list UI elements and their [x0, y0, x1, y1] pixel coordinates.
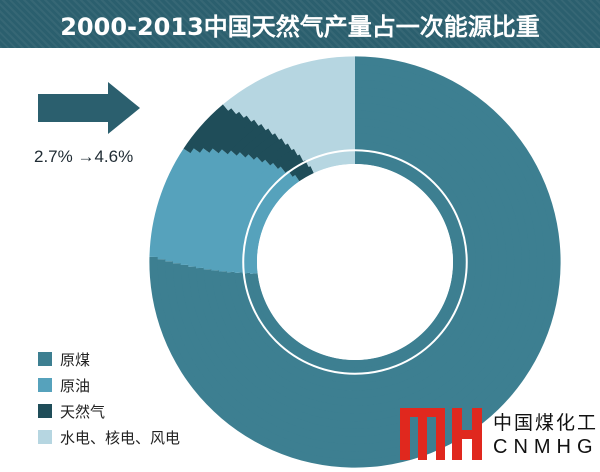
- donut-segment: [195, 151, 246, 269]
- legend-label: 原油: [60, 376, 91, 395]
- donut-segment: [268, 102, 355, 135]
- cnmhg-logo-icon: [400, 408, 482, 460]
- donut-segment: [210, 156, 263, 271]
- donut-segment: [248, 132, 280, 160]
- legend-swatch: [38, 404, 52, 418]
- donut-segment: [193, 107, 237, 153]
- donut-segment: [239, 128, 273, 158]
- donut-chart: [149, 56, 561, 468]
- donut-segment: [310, 155, 355, 174]
- legend-item: 原油: [38, 372, 180, 398]
- legend-item: 天然气: [38, 398, 180, 424]
- donut-segment: [183, 104, 229, 154]
- donut-segment: [264, 142, 292, 166]
- donut-segment: [261, 94, 355, 131]
- legend-swatch: [38, 352, 52, 366]
- donut-hole: [257, 164, 453, 360]
- donut-segment: [253, 86, 355, 126]
- arrow-right-icon: [38, 82, 140, 134]
- donut-segment: [272, 148, 298, 169]
- donut-segment: [294, 165, 314, 182]
- logo-text-en: CNMHG: [493, 436, 599, 458]
- donut-segment: [256, 137, 286, 163]
- chart-title: 2000-2013中国天然气产量占一次能源比重: [60, 12, 540, 41]
- growth-annotation: 2.7% →4.6%: [34, 147, 134, 166]
- donut-segment: [179, 148, 228, 266]
- donut-segment: [305, 148, 355, 168]
- donut-segment: [299, 140, 355, 162]
- donut-segment: [218, 159, 271, 272]
- donut-segment: [202, 111, 244, 153]
- donut-segment: [157, 147, 200, 260]
- donut-segment: [149, 148, 191, 258]
- donut-segment: [281, 117, 355, 145]
- donut-segment: [287, 125, 355, 151]
- legend-item: 水电、核电、风电: [38, 424, 180, 450]
- logo-text-cn: 中国煤化工: [493, 412, 599, 434]
- year-divider-ring: [242, 149, 468, 375]
- title-bar: 2000-2013中国天然气产量占一次能源比重: [0, 0, 600, 48]
- legend: 原煤 原油 天然气 水电、核电、风电: [38, 346, 180, 450]
- donut-segment: [221, 119, 259, 155]
- donut-segment: [222, 56, 355, 111]
- donut-segment: [274, 109, 355, 140]
- donut-segment: [248, 174, 300, 274]
- donut-segment: [187, 150, 237, 267]
- legend-swatch: [38, 378, 52, 392]
- donut-segment: [212, 115, 252, 154]
- donut-segment: [280, 153, 304, 173]
- donut-segment: [230, 123, 266, 156]
- legend-item: 原煤: [38, 346, 180, 372]
- donut-segment: [293, 132, 355, 156]
- legend-label: 天然气: [60, 402, 106, 421]
- legend-label: 原煤: [60, 350, 91, 369]
- legend-label: 水电、核电、风电: [60, 428, 181, 447]
- donut-segment: [202, 153, 254, 270]
- legend-swatch: [38, 430, 52, 444]
